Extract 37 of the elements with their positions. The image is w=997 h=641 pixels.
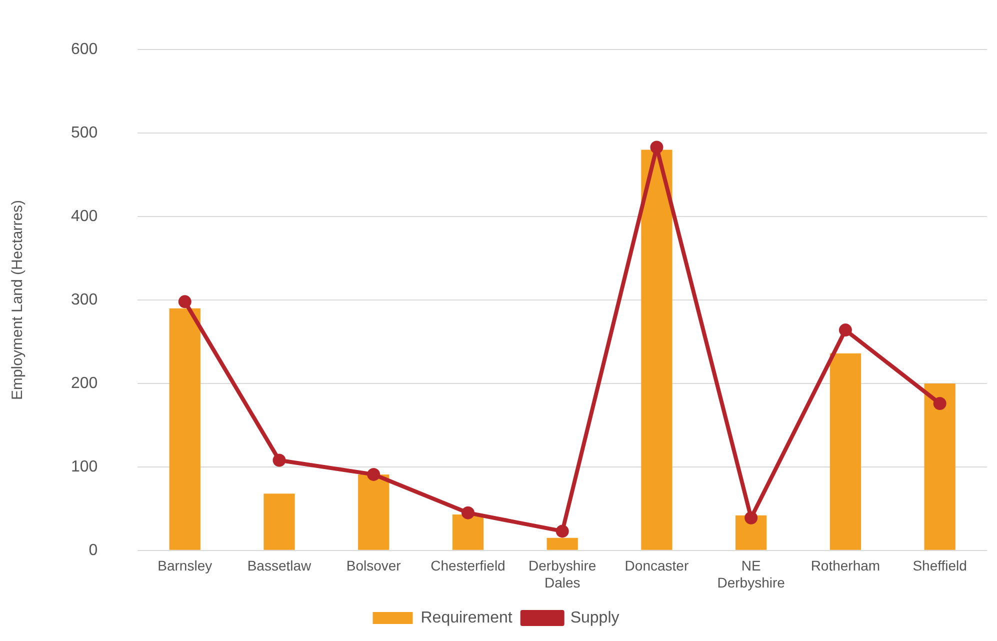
legend-label: Requirement [420,609,513,626]
point [367,468,380,481]
bar [452,514,484,550]
legend-label: Supply [570,609,620,626]
bar [641,150,672,550]
point [556,524,569,538]
y-tick-label: 200 [70,374,98,392]
x-tick-label: Bassetlaw [247,558,312,574]
bar [358,474,390,550]
x-tick-label: Bolsover [346,558,402,574]
y-tick-label: 0 [88,542,98,559]
point [744,511,758,524]
y-tick-label: 100 [70,458,98,476]
y-tick-label: 400 [70,208,98,225]
y-axis-title: Employment Land (Hectarres) [9,200,26,400]
y-tick-label: 500 [70,124,98,142]
bar [830,353,862,550]
point [933,397,946,410]
y-tick-label: 600 [70,41,98,58]
point [461,506,474,520]
point [650,140,664,154]
x-tick-label: Derbyshire Dales [528,558,596,590]
point [272,454,286,467]
bar [924,383,956,550]
x-tick-label: Chesterfield [430,558,506,574]
point [178,295,192,308]
bar [736,515,767,550]
x-tick-label: Doncaster [624,558,689,574]
bar [169,308,200,550]
bar [546,538,578,550]
x-tick-label: NE Derbyshire [717,558,786,590]
x-tick-label: Rotherham [810,558,880,574]
bar [264,494,295,550]
x-tick-label: Sheffield [912,558,967,574]
point [838,324,852,337]
y-tick-label: 300 [70,291,98,308]
x-tick-label: Barnsley [158,558,212,574]
